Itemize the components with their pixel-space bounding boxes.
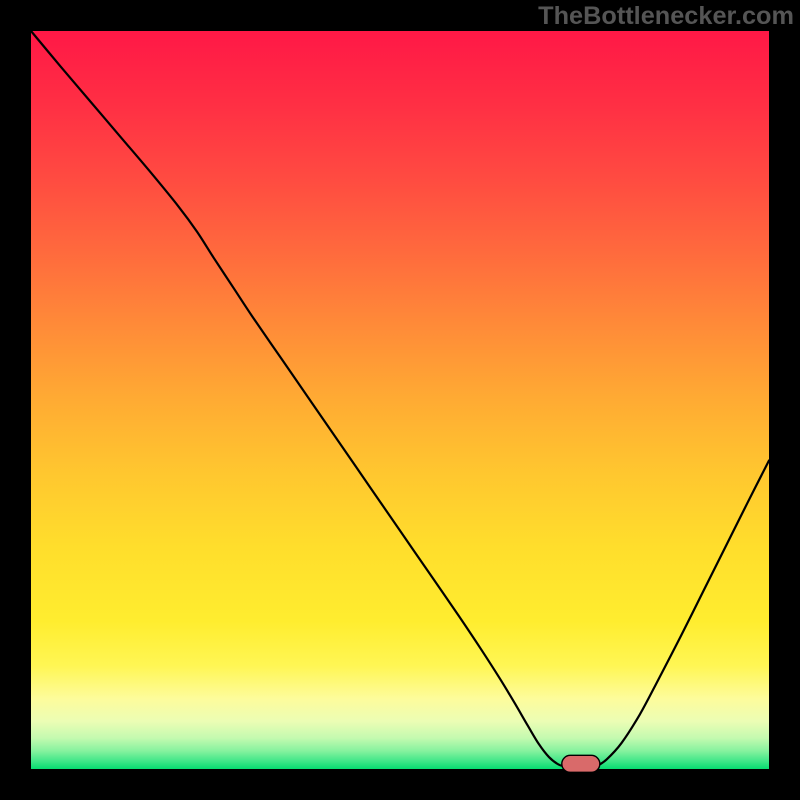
plot-area bbox=[0, 0, 800, 800]
watermark-text: TheBottlenecker.com bbox=[538, 2, 794, 31]
chart-frame: TheBottlenecker.com bbox=[0, 0, 800, 800]
plot-background bbox=[31, 31, 769, 769]
min-marker bbox=[562, 755, 600, 772]
